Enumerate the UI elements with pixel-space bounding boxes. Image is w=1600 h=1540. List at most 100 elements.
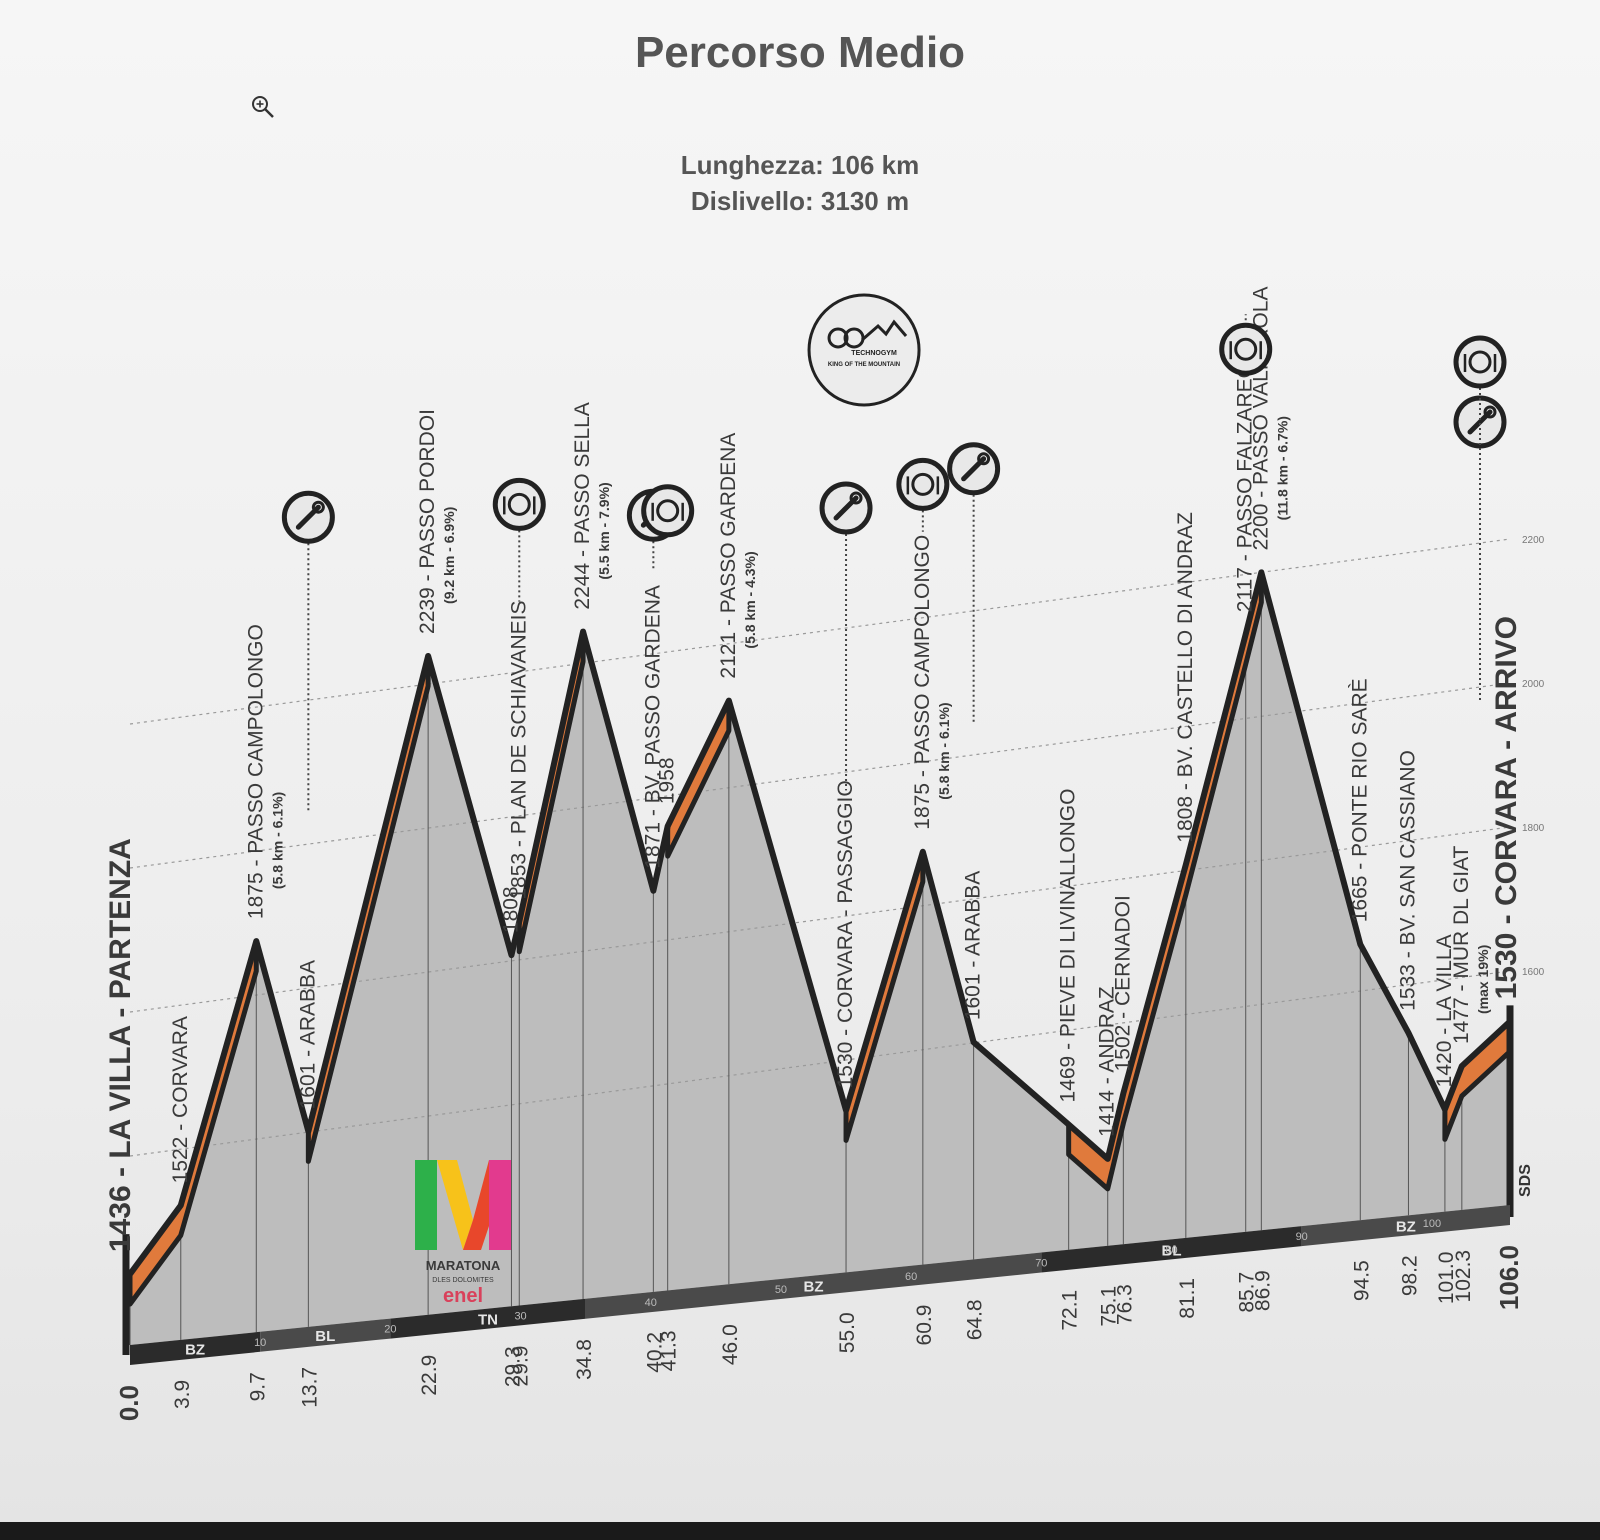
king-of-mountain-badge: TECHNOGYM KING OF THE MOUNTAIN (807, 293, 921, 407)
km-label: 29.3 (501, 1346, 524, 1387)
region-segment (1301, 1205, 1510, 1247)
climb-note: (5.5 km - 7.9%) (596, 482, 612, 579)
waypoint-label: 1875 - PASSO CAMPOLONGO (911, 535, 934, 830)
profile-area (130, 572, 1510, 1345)
elevation-tick-label: 2000 (1522, 679, 1545, 690)
waypoint-label: 1414 - ANDRAZ (1096, 986, 1119, 1137)
waypoint-label: 1530 - CORVARA - PASSAGGIO (834, 780, 857, 1088)
km-label: 13.7 (298, 1367, 321, 1408)
length-stat: Lunghezza: 106 km (680, 150, 920, 180)
km-label: 94.5 (1350, 1260, 1373, 1301)
region-label: BL (315, 1328, 335, 1345)
km-label: 29.9 (509, 1346, 532, 1387)
waypoint-label: 1420 - LA VILLA (1433, 934, 1456, 1087)
climb-note: (5.8 km - 6.1%) (936, 702, 952, 799)
waypoint-label: 1522 - CORVARA (169, 1016, 192, 1183)
wrench-icon (281, 490, 335, 544)
elevation-gridline (129, 538, 1511, 725)
waypoint-label: 1871 - BV. PASSO GARDENA (641, 585, 664, 869)
km-label: 76.3 (1113, 1284, 1136, 1325)
km-label: 101.0 (1435, 1252, 1458, 1305)
waypoint-label: 1601 - ARABBA (962, 871, 985, 1020)
km-tick-label: 100 (1423, 1218, 1441, 1230)
km-tick-label: 50 (775, 1284, 787, 1296)
region-label: BL (1162, 1242, 1182, 1259)
region-segment (1041, 1226, 1302, 1273)
waypoint-label: 1665 - PONTE RIO SARÈ (1348, 678, 1371, 922)
region-segment (130, 1331, 261, 1365)
km-tick-label: 40 (645, 1297, 657, 1309)
monitor-bezel (0, 1522, 1600, 1540)
waypoint-label: 2244 - PASSO SELLA (571, 402, 594, 609)
zoom-in-icon[interactable] (250, 94, 276, 120)
elevation-gridline (129, 826, 1511, 1013)
km-tick-label: 30 (514, 1310, 526, 1322)
km-tick-label: 20 (384, 1324, 396, 1336)
waypoint-label: 1808 - BV. CASTELLO DI ANDRAZ (1174, 512, 1197, 843)
waypoint-label: 1958 (656, 757, 679, 804)
waypoint-label: 1808 (499, 886, 522, 933)
waypoint-label: 1502 - CERNADOI (1111, 895, 1134, 1071)
km-label: 85.7 (1236, 1272, 1259, 1313)
page-title: Percorso Medio (634, 28, 966, 77)
km-label: 64.8 (964, 1299, 987, 1340)
climb-note: (5.8 km - 6.1%) (269, 792, 285, 889)
sponsor-logo: enel (443, 1285, 483, 1307)
badge-brand: TECHNOGYM (851, 350, 897, 357)
waypoint-label: 1436 - LA VILLA - PARTENZA (104, 838, 137, 1252)
wrench-icon (947, 442, 1001, 496)
region-label: TN (478, 1312, 498, 1329)
waypoint-label: 1601 - ARABBA (296, 960, 319, 1109)
waypoint-label: 1530 - CORVARA - ARRIVO (1490, 616, 1523, 999)
km-label: 22.9 (418, 1355, 441, 1396)
climb-note: (max 19%) (1475, 945, 1491, 1014)
waypoint-label: 2239 - PASSO PORDOI (416, 409, 439, 634)
km-label: 98.2 (1398, 1255, 1421, 1296)
region-segment (260, 1318, 391, 1352)
region-label: BZ (803, 1279, 823, 1296)
region-label: BZ (185, 1341, 205, 1358)
km-tick-label: 90 (1296, 1231, 1308, 1243)
waypoint-label: 2117 - PASSO FALZAREGO (1234, 346, 1257, 613)
logo-subtext: DLES DOLOMITES (432, 1277, 494, 1284)
badge-caption: KING OF THE MOUNTAIN (828, 362, 900, 368)
elevation-tick-label: 1800 (1522, 823, 1545, 834)
km-tick-label: 70 (1035, 1258, 1047, 1270)
elevation-gridline (129, 970, 1511, 1157)
elevation-stat: Dislivello: 3130 m (690, 186, 910, 216)
km-label: 46.0 (719, 1324, 742, 1365)
region-label: BZ (1396, 1219, 1416, 1236)
waypoint-label: 1469 - PIEVE DI LIVINALLONGO (1057, 789, 1080, 1103)
logo-text: MARATONA (426, 1258, 501, 1273)
food-icon (896, 457, 950, 511)
waypoint-label: 1477 - MUR DL GIAT (1450, 845, 1473, 1044)
climb-note: (5.8 km - 4.3%) (742, 551, 758, 648)
km-tick-label: 10 (254, 1337, 266, 1349)
km-label: 75.1 (1098, 1286, 1121, 1327)
food-icon (641, 484, 695, 538)
km-label: 60.9 (913, 1305, 936, 1346)
climb-note: (11.8 km - 6.7%) (1274, 416, 1290, 520)
km-label: 86.9 (1251, 1270, 1274, 1311)
food-icon (1219, 322, 1273, 376)
km-label: 102.3 (1452, 1250, 1475, 1303)
km-tick-label: 60 (905, 1271, 917, 1283)
waypoint-label: 1875 - PASSO CAMPOLONGO (244, 624, 267, 919)
finish-mark: SDS (1517, 1164, 1534, 1197)
region-segment (585, 1252, 1042, 1319)
climb-note: (9.2 km - 6.9%) (441, 507, 457, 604)
region-segment (390, 1298, 586, 1339)
food-icon (492, 477, 546, 531)
waypoint-label: 1533 - BV. SAN CASSIANO (1396, 750, 1419, 1011)
km-label: 81.1 (1176, 1278, 1199, 1319)
km-label: 34.8 (573, 1339, 596, 1380)
km-label: 0.0 (114, 1385, 144, 1421)
km-label: 41.3 (658, 1330, 681, 1371)
km-label: 40.2 (643, 1332, 666, 1373)
waypoint-label: 2121 - PASSO GARDENA (717, 433, 740, 679)
km-label: 72.1 (1059, 1290, 1082, 1331)
km-label: 9.7 (246, 1372, 269, 1401)
km-label: 55.0 (836, 1312, 859, 1353)
